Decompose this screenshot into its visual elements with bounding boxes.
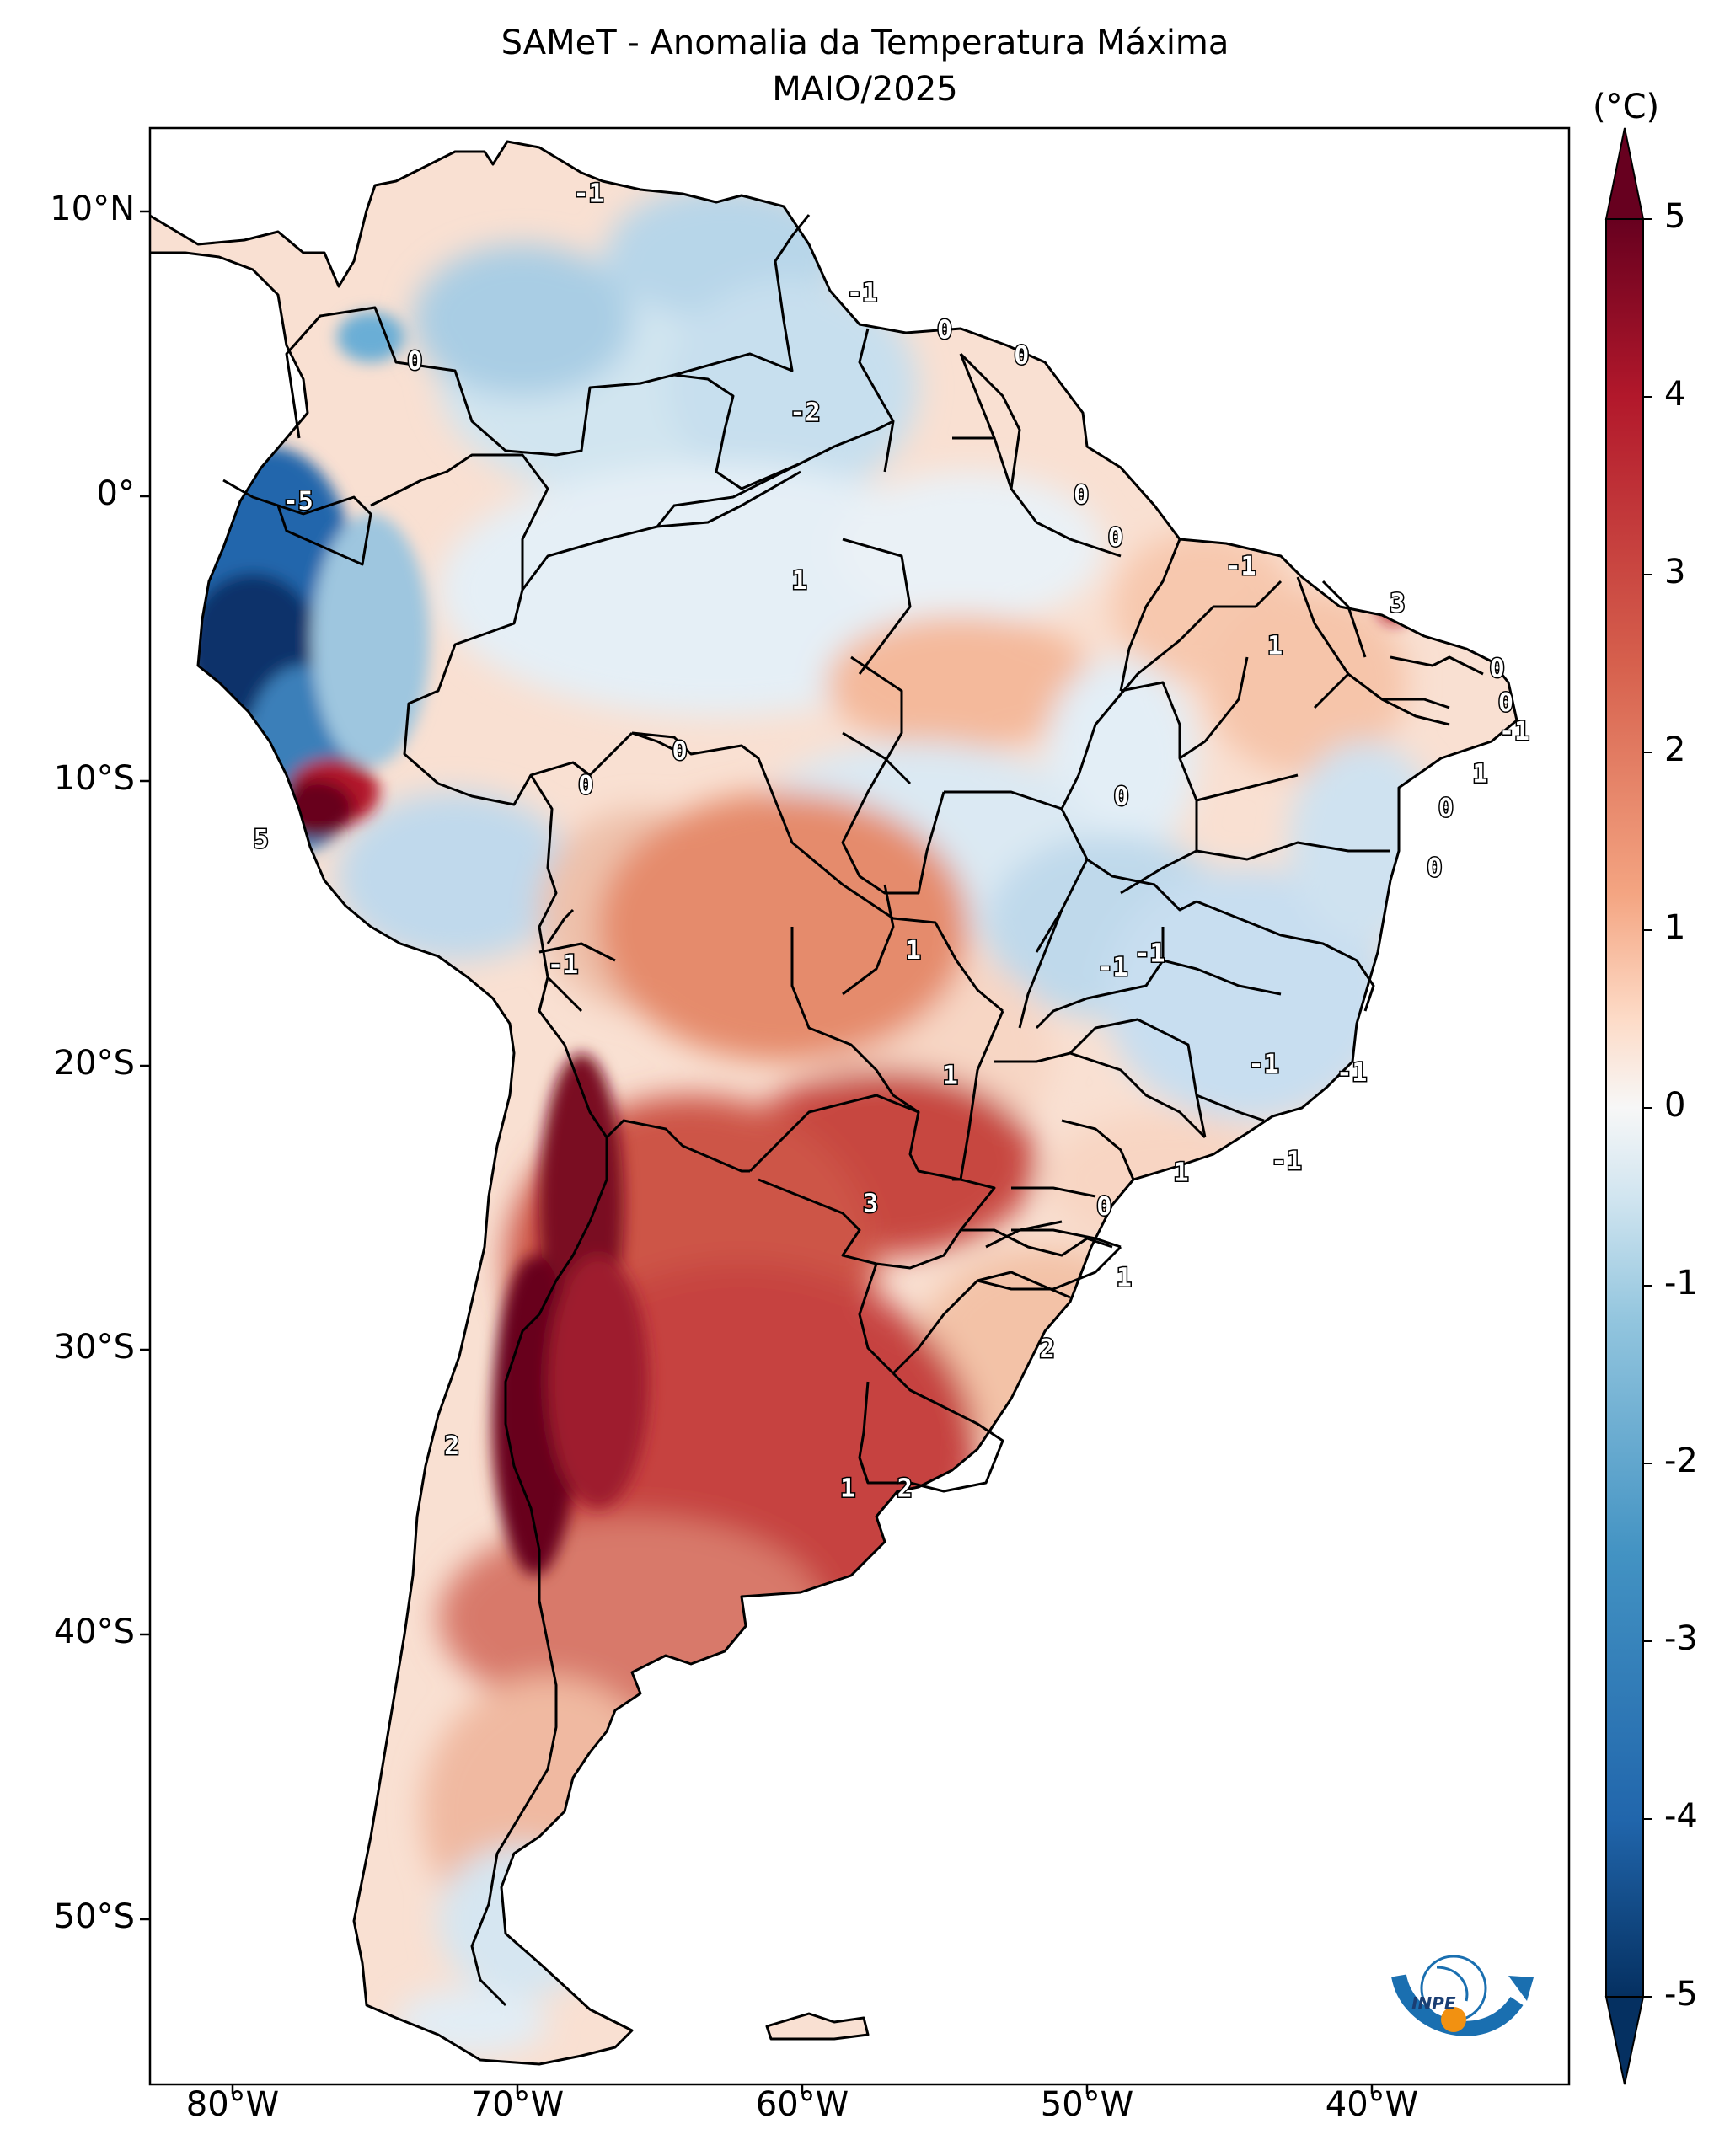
colorbar-tick-label: 1 [1664,908,1686,947]
colorbar [1604,127,1652,2085]
contour-label: 0 [1108,523,1123,553]
contour-label: 1 [1472,760,1487,789]
contour-label: 2 [897,1474,913,1503]
y-tick-label: 0° [96,474,135,513]
contour-label: 5 [254,825,269,854]
contour-label: 1 [943,1062,958,1091]
colorbar-tick-label: -5 [1664,1975,1698,2014]
contour-label: 0 [672,737,688,767]
map-subtitle: MAIO/2025 [772,70,958,109]
contour-label: 0 [937,316,952,345]
y-tick-label: 40°S [53,1613,135,1651]
x-tick-label: 60°W [755,2085,849,2124]
contour-label: -1 [847,279,877,308]
contour-label: 1 [792,566,807,596]
contour-label: 2 [444,1431,459,1461]
inpe-logo: INPE [1391,1955,1534,2036]
contour-label: -1 [1225,552,1256,581]
contour-label: -1 [1097,953,1127,982]
contour-label: -1 [1336,1058,1367,1088]
contour-label: -1 [1499,717,1529,746]
contour-label: 1 [840,1474,855,1503]
x-tick-label: 80°W [185,2085,280,2124]
contour-label: 1 [1267,632,1283,661]
colorbar-tick-label: -3 [1664,1619,1698,1658]
contour-label: 0 [1014,341,1029,371]
map-title: SAMeT - Anomalia da Temperatura Máxima [501,24,1229,62]
contour-label: 1 [1173,1158,1188,1188]
contour-label: -1 [548,950,578,980]
contour-label: 0 [1498,688,1513,718]
colorbar-tick-label: -1 [1664,1264,1698,1303]
colorbar-tick-label: -4 [1664,1797,1698,1836]
colorbar-tick-label: 3 [1664,553,1686,591]
contour-label: 0 [578,771,593,800]
contour-label: 0 [1074,481,1089,511]
y-tick-label: 30°S [53,1328,135,1367]
colorbar-tick-label: 5 [1664,197,1686,236]
x-tick-label: 50°W [1040,2085,1134,2124]
country-borders [150,140,1518,2066]
contour-label: 2 [1040,1335,1055,1364]
axis-tick-marks [140,210,1374,2094]
contour-label: -1 [1249,1050,1279,1079]
contour-label: 1 [1117,1264,1132,1293]
contour-label: -2 [790,399,820,428]
anomaly-field [150,142,1517,2064]
contour-label: 1 [906,936,921,966]
colorbar-tick-label: 2 [1664,730,1686,769]
contour-label: 0 [1096,1192,1111,1222]
contour-label: -5 [283,486,313,516]
contour-label: 0 [1114,783,1129,812]
contour-label: 0 [1490,655,1505,684]
contour-label: 0 [407,347,422,377]
y-tick-label: 10°S [53,759,135,798]
contour-label: 0 [1427,853,1442,883]
colorbar-tick-label: 0 [1664,1086,1686,1125]
contour-label: 3 [863,1190,878,1219]
contour-label: -1 [1134,939,1165,968]
y-tick-label: 20°S [53,1044,135,1083]
colorbar-tick-label: -2 [1664,1442,1698,1480]
contour-label: 3 [1390,589,1405,618]
x-tick-label: 70°W [470,2085,565,2124]
contour-label: 0 [1438,794,1454,823]
x-tick-label: 40°W [1325,2085,1419,2124]
map-frame [148,126,1571,2086]
contour-label: -1 [573,179,603,208]
svg-text:INPE: INPE [1411,1993,1456,2014]
contour-label: -1 [1272,1147,1302,1176]
colorbar-unit: (°C) [1593,88,1660,126]
y-tick-label: 50°S [53,1897,135,1936]
y-tick-label: 10°N [50,190,135,228]
colorbar-tick-label: 4 [1664,375,1686,414]
